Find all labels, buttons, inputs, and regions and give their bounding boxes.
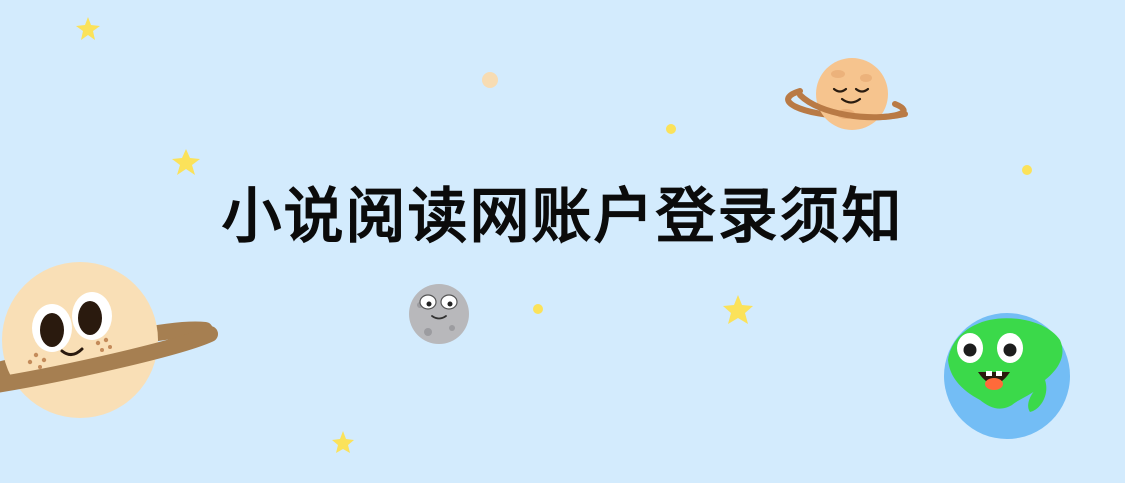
star-icon [76, 17, 100, 40]
star-icon [332, 431, 354, 453]
moon-icon [409, 284, 469, 344]
ringed-planet-icon [785, 58, 908, 130]
earth-icon [944, 313, 1070, 439]
dot-icon [482, 72, 498, 88]
dot-icon [1022, 165, 1032, 175]
star-icon [723, 295, 753, 324]
dot-icon [533, 304, 543, 314]
dot-icon [666, 124, 676, 134]
page-title: 小说阅读网账户登录须知 [221, 182, 904, 252]
saturn-planet-icon [0, 262, 218, 418]
star-icon [172, 149, 200, 175]
